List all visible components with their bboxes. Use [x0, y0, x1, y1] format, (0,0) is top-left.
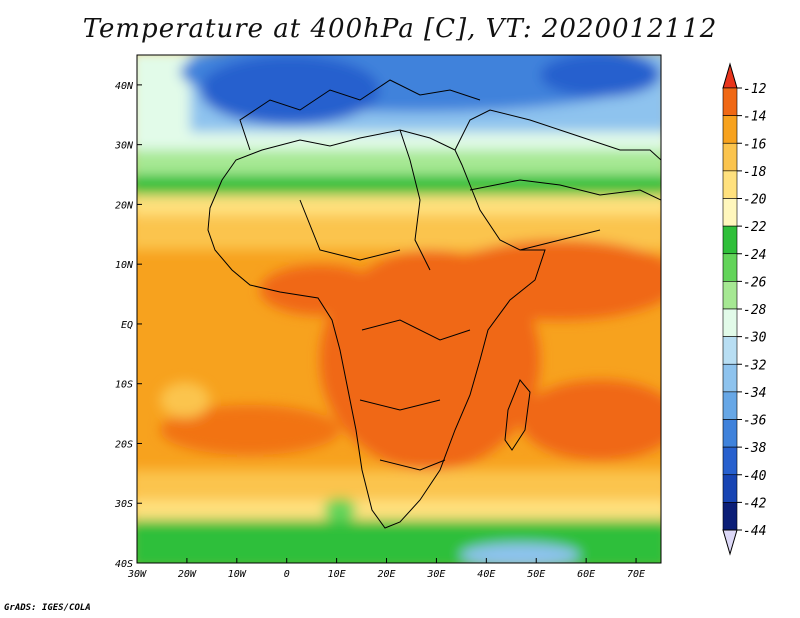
colorbar-swatch — [722, 363, 738, 393]
colorbar-swatch — [722, 198, 738, 227]
colorbar-label: -26 — [743, 275, 767, 290]
lon-label: 30W — [127, 569, 147, 580]
colorbar-swatch — [722, 474, 738, 503]
lat-label: 10N — [115, 260, 134, 271]
lon-label: 10W — [228, 569, 247, 580]
colorbar-label: -42 — [743, 496, 767, 511]
colorbar-label: -40 — [743, 469, 767, 484]
colorbar-label: -38 — [743, 441, 767, 456]
colorbar-label: -16 — [743, 137, 767, 152]
coastlines — [207, 79, 661, 529]
colorbar-bottom-arrow — [722, 529, 738, 556]
colorbar-label: -32 — [743, 358, 767, 373]
lat-label: 30N — [114, 141, 134, 152]
lat-label: 20S — [115, 439, 133, 450]
colorbar-label: -14 — [743, 110, 766, 125]
lat-label: 40N — [115, 81, 134, 92]
lon-label: 40E — [477, 569, 495, 580]
colorbar-swatch — [722, 115, 738, 144]
lat-label: EQ — [121, 320, 133, 331]
colorbar-label: -24 — [743, 248, 766, 263]
colorbar-label: -30 — [743, 331, 767, 346]
colorbar-label: -18 — [743, 165, 767, 180]
colorbar-label: -20 — [743, 193, 767, 208]
colorbar-swatch — [722, 253, 738, 282]
colorbar-swatch — [722, 391, 738, 420]
colorbar-swatch — [722, 419, 738, 448]
colorbar-label: -34 — [743, 386, 766, 401]
lon-label: 50E — [527, 569, 545, 580]
lon-label: 20W — [178, 569, 197, 580]
lon-label: 20E — [377, 569, 395, 580]
credit-text: GrADS: IGES/COLA — [4, 603, 91, 613]
lon-label: 0 — [284, 569, 290, 580]
colorbar-swatch — [722, 170, 738, 199]
lat-label: 30S — [114, 499, 133, 510]
colorbar-label: -36 — [743, 414, 767, 429]
colorbar-swatch — [722, 308, 738, 337]
colorbar-swatch — [722, 336, 738, 365]
lon-label: 10E — [328, 569, 346, 580]
colorbar-label: -44 — [743, 524, 766, 539]
colorbar-label: -22 — [743, 220, 767, 235]
map-title: Temperature at 400hPa [C], VT: 202001211… — [82, 14, 718, 44]
lat-label: 10S — [115, 380, 133, 391]
lat-label: 40S — [115, 559, 133, 570]
colorbar-swatch — [722, 281, 738, 310]
colorbar-swatch — [722, 446, 738, 476]
lon-label: 30E — [426, 569, 445, 580]
colorbar-swatch — [722, 142, 738, 172]
colorbar-top-arrow — [722, 62, 738, 89]
temperature-field — [137, 55, 661, 563]
lon-label: 70E — [627, 569, 645, 580]
colorbar-label: -28 — [743, 303, 767, 318]
colorbar-swatch — [722, 87, 738, 116]
colorbar-swatch — [722, 225, 738, 255]
map-frame — [136, 54, 662, 564]
colorbar-label: -12 — [743, 82, 767, 97]
colorbar-swatch — [722, 502, 738, 531]
lat-label: 20N — [115, 200, 134, 211]
lon-label: 60E — [577, 569, 595, 580]
